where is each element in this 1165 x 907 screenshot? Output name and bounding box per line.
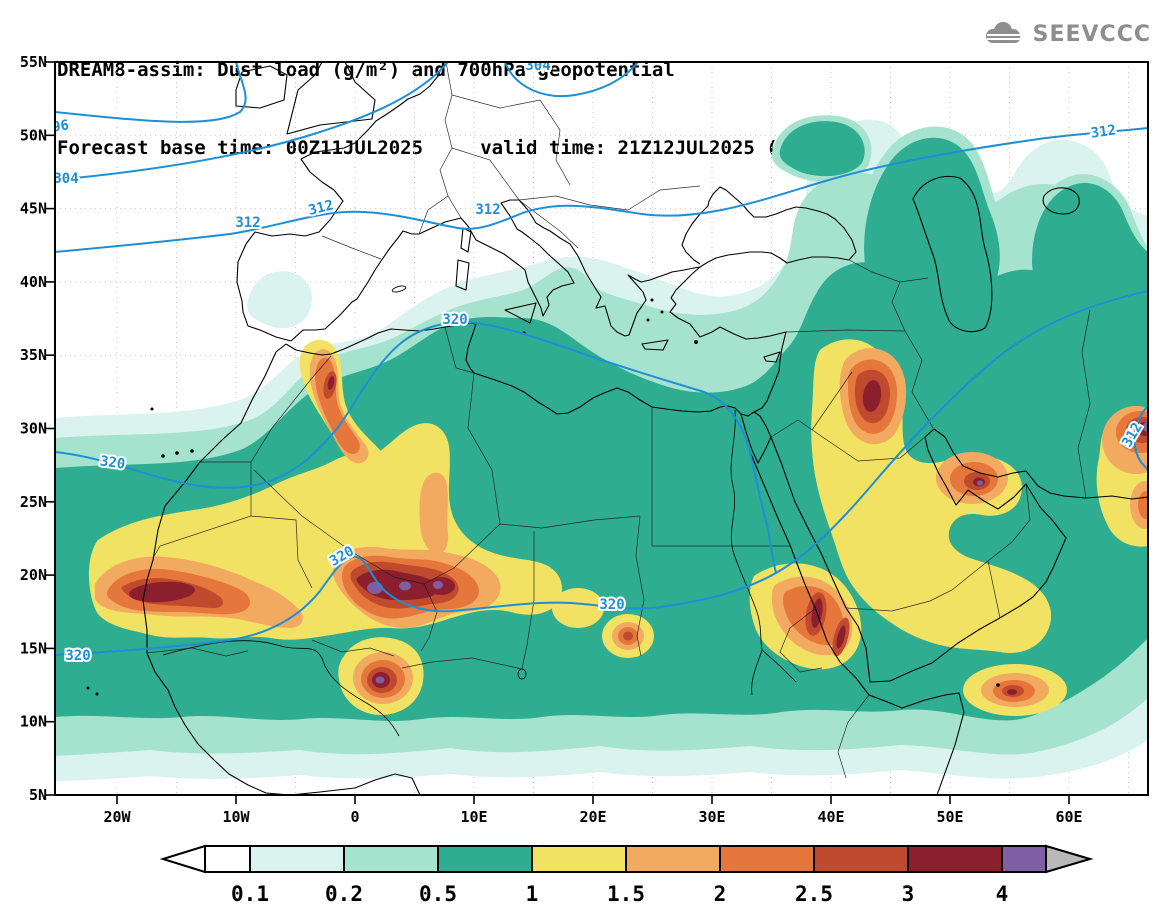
geopotential-label: 296 bbox=[43, 117, 70, 136]
lon-tick-label: 0 bbox=[350, 808, 359, 826]
geopotential-label: 312 bbox=[1090, 122, 1117, 141]
coastlines bbox=[86, 62, 1148, 795]
lon-tick-label: 10W bbox=[222, 808, 250, 826]
lat-tick-label: 15N bbox=[20, 639, 47, 657]
colorbar-segment bbox=[625, 845, 721, 873]
seevccc-logo: SEEVCCC bbox=[980, 20, 1151, 48]
small-islands bbox=[86, 298, 1000, 696]
colorbar-label: 2.5 bbox=[795, 882, 833, 906]
lon-tick-label: 20E bbox=[579, 808, 606, 826]
colorbar-label: 2 bbox=[714, 882, 727, 906]
geopotential-label: 312 bbox=[235, 215, 260, 231]
lon-tick-label: 50E bbox=[936, 808, 963, 826]
colorbar-segment bbox=[204, 845, 251, 873]
geopotential-label: 312 bbox=[475, 202, 500, 218]
colorbar-segment bbox=[437, 845, 533, 873]
geopotential-label: 320 bbox=[99, 453, 126, 472]
cloud-icon bbox=[985, 22, 1021, 43]
lon-tick-label: 40E bbox=[817, 808, 844, 826]
colorbar-segment bbox=[907, 845, 1003, 873]
country-borders bbox=[146, 62, 1091, 779]
colorbar-right-arrow bbox=[1045, 844, 1094, 874]
colorbar-label: 0.1 bbox=[231, 882, 269, 906]
geopotential-label: 304 bbox=[525, 58, 550, 74]
colorbar-left-arrow bbox=[159, 844, 206, 874]
lat-tick-label: 45N bbox=[20, 200, 47, 218]
lat-tick-label: 55N bbox=[20, 53, 47, 71]
lat-tick-label: 10N bbox=[20, 713, 47, 731]
lon-tick-label: 20W bbox=[103, 808, 131, 826]
colorbar-segment bbox=[249, 845, 345, 873]
axis-tick-labels: 55N 50N 45N 40N 35N 30N 25N 20N 15N 10N 5N 20W 10W 0 1… bbox=[20, 53, 1083, 826]
colorbar-segment bbox=[813, 845, 909, 873]
logo-text: SEEVCCC bbox=[1032, 21, 1151, 47]
lat-tick-label: 25N bbox=[20, 493, 47, 511]
lon-tick-label: 60E bbox=[1055, 808, 1082, 826]
geopotential-label: 312 bbox=[307, 197, 335, 219]
lat-tick-label: 50N bbox=[20, 126, 47, 144]
colorbar-label: 0.5 bbox=[419, 882, 457, 906]
geopotential-label: 320 bbox=[65, 648, 90, 664]
geopotential-label: 320 bbox=[442, 312, 467, 328]
colorbar-segment bbox=[1001, 845, 1047, 873]
chart-title: DREAM8-assim: Dust load (g/m²) and 700hP… bbox=[57, 59, 675, 81]
colorbar-label: 0.2 bbox=[325, 882, 363, 906]
colorbar-label: 4 bbox=[996, 882, 1009, 906]
colorbar-label: 1 bbox=[526, 882, 539, 906]
lon-tick-label: 30E bbox=[698, 808, 725, 826]
dust-load-shading bbox=[55, 115, 1148, 782]
lat-tick-label: 40N bbox=[20, 273, 47, 291]
lat-tick-label: 20N bbox=[20, 566, 47, 584]
colorbar-label: 1.5 bbox=[607, 882, 645, 906]
lon-tick-label: 10E bbox=[460, 808, 487, 826]
lat-tick-label: 5N bbox=[29, 786, 47, 804]
colorbar-segment bbox=[531, 845, 627, 873]
lat-tick-label: 30N bbox=[20, 420, 47, 438]
geopotential-label: 320 bbox=[599, 597, 624, 613]
axis-ticks bbox=[46, 61, 1070, 804]
colorbar-label: 3 bbox=[902, 882, 915, 906]
colorbar-segment bbox=[343, 845, 439, 873]
colorbar: 0.1 0.2 0.5 1 1.5 2 2.5 3 4 bbox=[159, 844, 1094, 906]
colorbar-segment bbox=[719, 845, 815, 873]
geopotential-contours bbox=[55, 62, 1148, 656]
lat-tick-label: 35N bbox=[20, 346, 47, 364]
geopotential-label: 304 bbox=[53, 171, 78, 187]
